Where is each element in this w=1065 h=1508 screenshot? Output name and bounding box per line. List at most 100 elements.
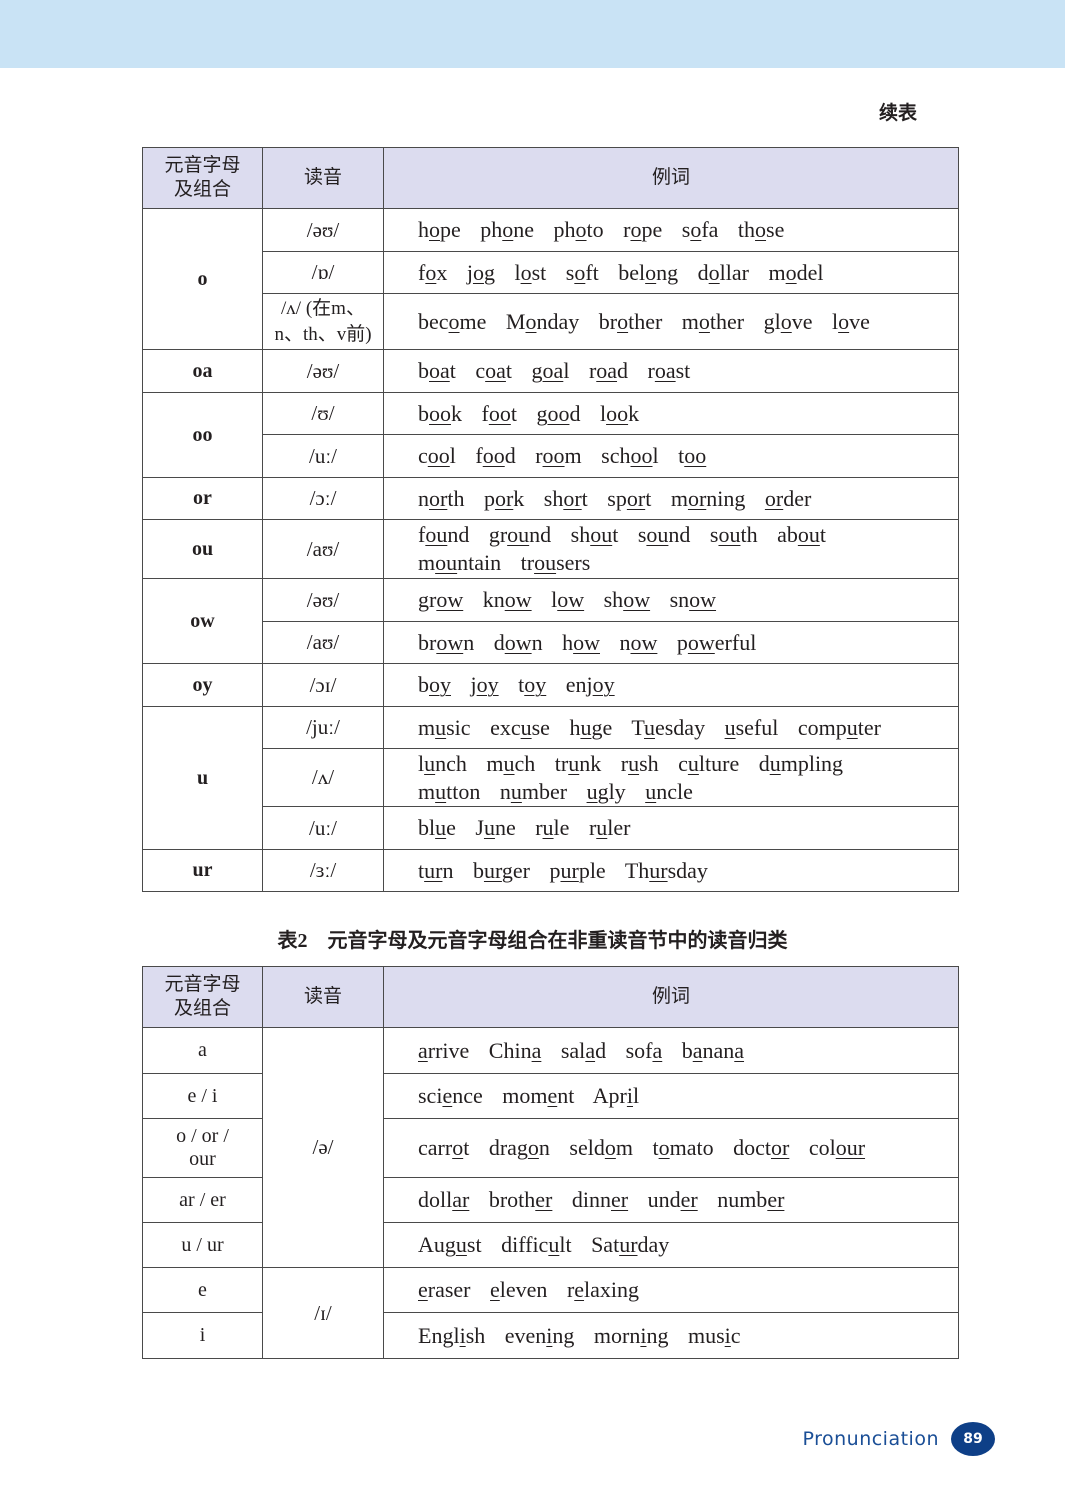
word-part: m xyxy=(564,443,582,468)
example-words-cell: turn burger purple Thursday xyxy=(383,849,959,892)
section-name: Pronunciation xyxy=(802,1428,939,1450)
example-word: dollar xyxy=(698,260,749,285)
table-row: /uː/cool food room school too xyxy=(143,434,959,478)
example-word: cool xyxy=(418,443,456,468)
underlined-letters: ow xyxy=(573,629,600,655)
underlined-letters: o xyxy=(708,259,720,285)
underlined-letters: er xyxy=(680,1187,698,1212)
underlined-letters: i xyxy=(459,1322,466,1348)
table-row: ur/ɜː/turn burger purple Thursday xyxy=(142,849,959,892)
word-part: sh xyxy=(465,1322,486,1348)
phonetic-cell: /ɒ/ xyxy=(262,251,384,294)
example-words-cell: found ground shout sound south about mou… xyxy=(383,519,959,579)
word-part: even xyxy=(504,1322,547,1348)
word-part: lture xyxy=(698,750,740,776)
word-part: ft xyxy=(585,259,599,285)
underlined-letters: u xyxy=(548,1232,560,1257)
underlined-letters: i xyxy=(626,1083,634,1108)
example-word: school xyxy=(601,443,658,468)
example-word: sound xyxy=(638,522,691,547)
word-part: k xyxy=(451,400,462,426)
example-word: ruler xyxy=(589,815,631,840)
word-part: sday xyxy=(667,857,708,883)
underlined-letters: u xyxy=(687,750,699,776)
word-part: j xyxy=(470,672,477,697)
example-word: doctor xyxy=(733,1135,789,1160)
word-part: n xyxy=(418,485,429,511)
word-part: n xyxy=(463,629,475,655)
word-part: bel xyxy=(618,259,646,285)
word-part: nce xyxy=(452,1083,483,1108)
table-row: a/ə/arrive China salad sofa banana xyxy=(142,1027,959,1268)
word-part: p xyxy=(549,857,561,883)
word-part: l xyxy=(832,308,839,334)
example-word: Monday xyxy=(506,309,579,334)
example-words-cell: dollar brother dinner under number xyxy=(383,1177,959,1223)
word-part: ng xyxy=(656,259,679,285)
example-word: sofa xyxy=(682,217,719,242)
underlined-letters: er xyxy=(611,1187,629,1212)
table-row: u/juː/music excuse huge Tuesday useful c… xyxy=(142,706,959,850)
example-word: mother xyxy=(682,309,744,334)
underlined-letters: our xyxy=(835,1135,866,1160)
underlined-letters: u xyxy=(435,778,447,804)
word-part: st xyxy=(466,1232,482,1257)
table-row: u / ur August difficult Saturday xyxy=(142,1222,959,1268)
word-part: s xyxy=(565,259,575,285)
underlined-letters: u xyxy=(643,714,655,740)
word-part: n xyxy=(538,1135,550,1160)
caption-number: 表2 xyxy=(277,930,308,952)
example-word: excuse xyxy=(490,715,550,740)
page-footer: Pronunciation 89 xyxy=(802,1422,995,1456)
example-word: April xyxy=(593,1083,639,1108)
example-word: good xyxy=(536,401,580,426)
word-part: f xyxy=(475,443,483,468)
underlined-letters: o xyxy=(617,308,629,334)
underlined-letters: oo xyxy=(606,400,629,426)
underlined-letters: ur xyxy=(619,1232,638,1257)
underlined-letters: ow xyxy=(557,587,585,612)
example-words-cell: fox jog lost soft belong dollar model xyxy=(383,251,959,294)
underlined-letters: oo xyxy=(542,443,565,468)
example-word: down xyxy=(494,630,543,655)
example-word: shout xyxy=(571,522,619,547)
underlined-letters: or xyxy=(626,485,646,511)
word-part: m xyxy=(768,259,786,285)
example-word: rule xyxy=(535,815,569,840)
word-part: T xyxy=(631,714,644,740)
word-part: m xyxy=(615,1135,633,1160)
example-word: Thursday xyxy=(625,858,708,883)
word-part: br xyxy=(418,629,437,655)
underlined-letters: ou xyxy=(718,522,741,547)
phonetic-cell: /ɔː/ xyxy=(262,477,384,520)
underlined-letters: o xyxy=(527,1135,539,1160)
underlined-letters: ow xyxy=(687,629,715,655)
word-part: g xyxy=(536,400,548,426)
letter-combination-cell: ar / er xyxy=(142,1177,263,1223)
example-word: room xyxy=(535,443,581,468)
word-part: sic xyxy=(446,714,471,740)
example-word: trousers xyxy=(521,550,591,575)
word-part: m xyxy=(418,714,436,740)
underlined-letters: a xyxy=(734,1037,745,1063)
underlined-letters: o xyxy=(429,217,440,242)
table-row: oy/ɔɪ/boy joy toy enjoy xyxy=(142,663,959,707)
underlined-letters: oy xyxy=(592,672,615,697)
word-part: d xyxy=(697,259,709,285)
underlined-letters: or xyxy=(687,485,707,511)
example-words-cell: science moment April xyxy=(383,1073,959,1119)
word-part: nd xyxy=(447,522,470,547)
word-part: seld xyxy=(569,1135,605,1160)
example-word: foot xyxy=(482,401,517,426)
underlined-letters: ow xyxy=(623,587,651,612)
underlined-letters: oo xyxy=(547,400,570,426)
word-part: se xyxy=(766,217,785,242)
word-part: r xyxy=(566,1277,575,1302)
example-words-cell: boy joy toy enjoy xyxy=(383,663,959,707)
word-part: sh xyxy=(603,587,624,612)
word-part: n xyxy=(619,629,631,655)
letter-combination-cell: oy xyxy=(142,663,263,707)
example-word: useful xyxy=(725,715,779,740)
word-part: r xyxy=(647,358,655,383)
word-part: j xyxy=(466,259,473,285)
